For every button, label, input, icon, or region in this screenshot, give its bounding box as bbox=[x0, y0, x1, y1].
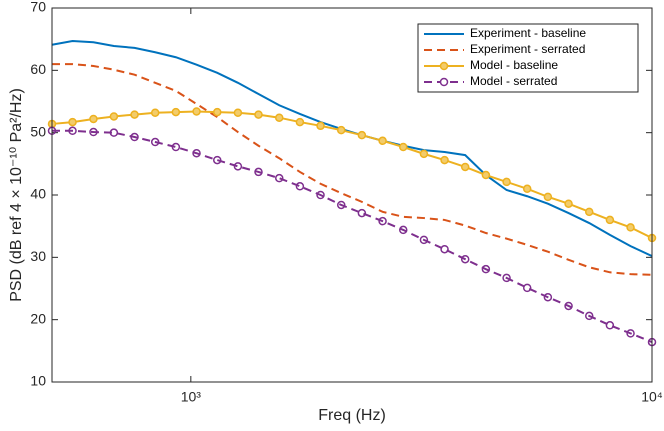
data-point bbox=[316, 121, 325, 131]
data-point bbox=[584, 311, 594, 321]
legend-marker bbox=[439, 77, 449, 87]
data-point bbox=[357, 130, 367, 140]
y-tick-label: 40 bbox=[30, 186, 46, 202]
data-point bbox=[336, 200, 346, 210]
y-tick-label: 70 bbox=[30, 0, 46, 15]
data-point bbox=[398, 225, 408, 235]
y-tick-label: 60 bbox=[30, 61, 46, 77]
data-point bbox=[109, 112, 119, 121]
data-point bbox=[419, 149, 429, 159]
data-point bbox=[171, 142, 181, 152]
data-point bbox=[130, 110, 139, 119]
data-point bbox=[626, 223, 635, 232]
data-point bbox=[68, 117, 77, 127]
data-point bbox=[254, 167, 263, 177]
data-point bbox=[274, 173, 284, 183]
data-point bbox=[150, 137, 160, 147]
legend-label: Experiment - baseline bbox=[470, 26, 586, 40]
data-point bbox=[212, 155, 222, 165]
data-point bbox=[295, 182, 305, 191]
legend-marker bbox=[439, 61, 449, 71]
data-point bbox=[564, 199, 573, 208]
data-point bbox=[398, 142, 408, 152]
data-point bbox=[378, 216, 387, 226]
data-point bbox=[254, 110, 263, 119]
data-point bbox=[481, 170, 491, 180]
data-point bbox=[440, 244, 449, 254]
legend: Experiment - baseline Experiment - serrat… bbox=[417, 23, 639, 93]
data-point bbox=[89, 127, 98, 137]
data-point bbox=[522, 283, 532, 293]
data-point bbox=[481, 264, 491, 274]
data-point bbox=[316, 190, 325, 200]
data-point bbox=[150, 108, 160, 117]
data-point bbox=[192, 148, 201, 158]
y-tick-label: 30 bbox=[30, 248, 46, 264]
data-point bbox=[212, 107, 222, 117]
data-point bbox=[419, 235, 429, 245]
legend-label: Model - baseline bbox=[470, 58, 558, 72]
data-point bbox=[357, 208, 367, 218]
data-point bbox=[626, 329, 635, 338]
data-point bbox=[171, 107, 181, 117]
x-tick-label: 10³ bbox=[181, 389, 202, 405]
data-point bbox=[130, 132, 139, 142]
data-point bbox=[584, 207, 594, 217]
data-point bbox=[295, 117, 305, 127]
legend-box bbox=[417, 23, 639, 93]
data-point bbox=[605, 215, 615, 225]
data-point bbox=[68, 126, 77, 136]
data-point bbox=[89, 114, 98, 124]
data-point bbox=[274, 113, 284, 122]
data-point bbox=[543, 192, 553, 202]
x-tick-label: 10⁴ bbox=[641, 389, 663, 405]
y-tick-label: 50 bbox=[30, 123, 46, 139]
data-point bbox=[440, 155, 449, 165]
data-point bbox=[543, 292, 553, 302]
data-point bbox=[336, 125, 346, 135]
data-point bbox=[605, 321, 615, 330]
data-point bbox=[378, 136, 387, 146]
y-tick-label: 10 bbox=[30, 373, 46, 389]
legend-label: Model - serrated bbox=[470, 74, 557, 88]
series-line bbox=[52, 129, 653, 344]
axes-box bbox=[51, 7, 653, 383]
y-axis-label: PSD (dB ref 4 × 10⁻¹⁰ Pa²/Hz) bbox=[8, 88, 25, 302]
data-point bbox=[233, 162, 243, 171]
legend-label: Experiment - serrated bbox=[470, 42, 585, 56]
x-axis-label: Freq (Hz) bbox=[318, 407, 386, 424]
data-point bbox=[460, 254, 470, 264]
y-tick-label: 20 bbox=[30, 310, 46, 326]
data-point bbox=[502, 273, 511, 283]
data-point bbox=[564, 301, 573, 311]
data-point bbox=[522, 184, 532, 194]
data-point bbox=[109, 128, 119, 137]
data-point bbox=[460, 162, 470, 172]
data-point bbox=[233, 108, 243, 117]
data-point bbox=[502, 177, 511, 187]
data-point bbox=[192, 107, 201, 116]
